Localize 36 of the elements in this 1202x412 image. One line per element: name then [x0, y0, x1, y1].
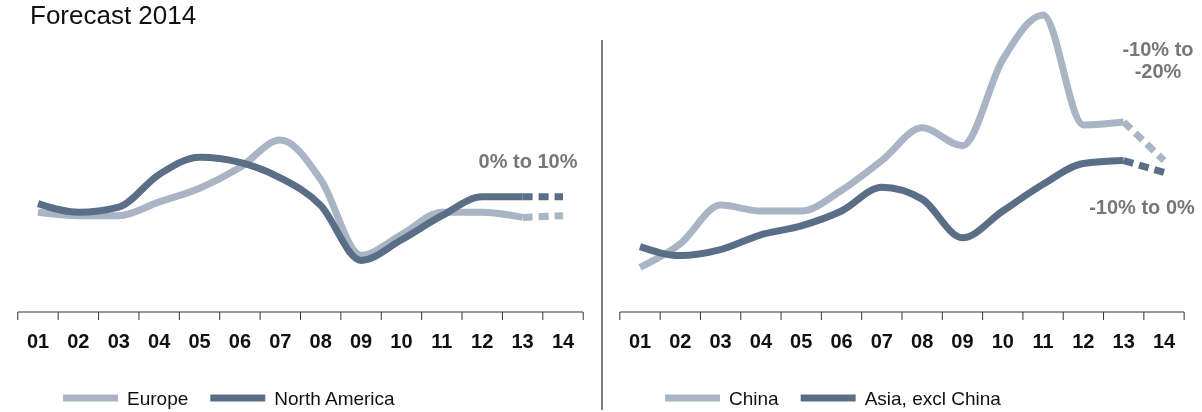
x-tick-label: 12 — [471, 330, 494, 352]
x-tick-label: 02 — [67, 330, 90, 352]
x-tick-label: 08 — [309, 330, 332, 352]
annotation: 0% to 10% — [478, 150, 578, 172]
x-tick-label: 13 — [511, 330, 534, 352]
x-tick-label: 01 — [628, 330, 652, 352]
x-tick-label: 03 — [107, 330, 130, 352]
x-tick-label: 14 — [551, 330, 575, 352]
legend-label: China — [729, 388, 780, 409]
x-tick-label: 09 — [951, 330, 974, 352]
chart-title: Forecast 2014 — [30, 0, 197, 30]
x-tick-label: 10 — [390, 330, 413, 352]
x-tick-label: 04 — [749, 330, 773, 352]
legend-label: Asia, excl China — [864, 388, 1002, 409]
x-tick-label: 06 — [228, 330, 252, 352]
x-tick-label: 10 — [991, 330, 1014, 352]
x-tick-label: 14 — [1152, 330, 1176, 352]
x-tick-label: 02 — [669, 330, 692, 352]
x-tick-label: 08 — [911, 330, 934, 352]
x-tick-label: 05 — [790, 330, 813, 352]
x-tick-label: 05 — [188, 330, 211, 352]
x-tick-label: 11 — [431, 330, 453, 352]
x-tick-label: 13 — [1112, 330, 1135, 352]
x-tick-label: 07 — [870, 330, 893, 352]
annotation: -10% to 0% — [1089, 196, 1196, 218]
x-tick-label: 06 — [830, 330, 853, 352]
x-tick-label: 01 — [26, 330, 50, 352]
legend-label: Europe — [127, 388, 189, 409]
legend-label: North America — [274, 388, 396, 409]
x-tick-label: 12 — [1072, 330, 1095, 352]
x-tick-label: 07 — [269, 330, 292, 352]
x-tick-label: 03 — [709, 330, 732, 352]
x-tick-label: 04 — [148, 330, 172, 352]
annotation: -10% to -20% — [1122, 38, 1194, 82]
x-tick-label: 11 — [1032, 330, 1054, 352]
x-tick-label: 09 — [349, 330, 373, 352]
